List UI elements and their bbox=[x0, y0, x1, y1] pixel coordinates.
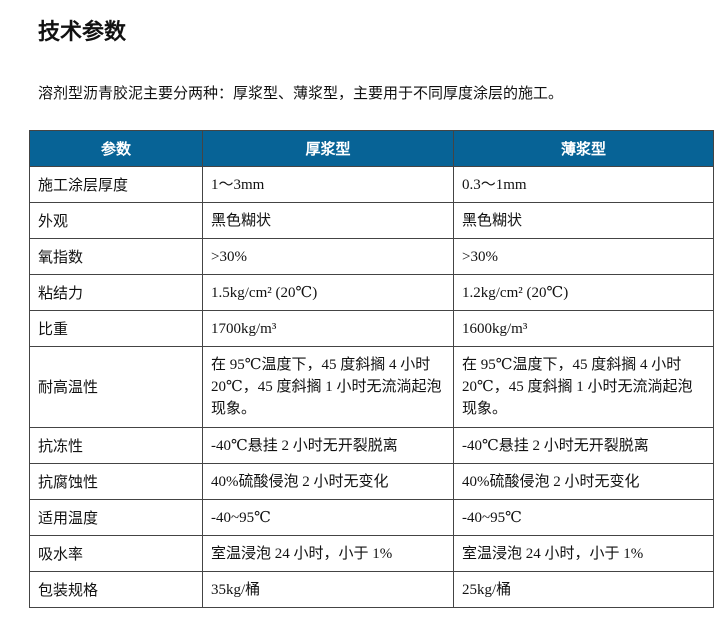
table-row: 吸水率 室温浸泡 24 小时，小于 1% 室温浸泡 24 小时，小于 1% bbox=[29, 535, 714, 572]
table-row: 氧指数 >30% >30% bbox=[29, 238, 714, 275]
table-row: 粘结力 1.5kg/cm² (20℃) 1.2kg/cm² (20℃) bbox=[29, 274, 714, 311]
table-row: 施工涂层厚度 1～3mm 0.3～1mm bbox=[29, 166, 714, 203]
thick-value-cell: 40%硫酸侵泡 2 小时无变化 bbox=[202, 463, 454, 500]
thin-value-cell: 1600kg/m³ bbox=[453, 310, 714, 347]
thin-value-cell: 室温浸泡 24 小时，小于 1% bbox=[453, 535, 714, 572]
table-row: 适用温度 -40~95℃ -40~95℃ bbox=[29, 499, 714, 536]
header-thin: 薄浆型 bbox=[453, 130, 714, 167]
table-row: 比重 1700kg/m³ 1600kg/m³ bbox=[29, 310, 714, 347]
param-name-cell: 包装规格 bbox=[29, 571, 203, 608]
thin-value-cell: -40~95℃ bbox=[453, 499, 714, 536]
table-row: 包装规格 35kg/桶 25kg/桶 bbox=[29, 571, 714, 608]
thin-value-cell: 在 95℃温度下，45 度斜搁 4 小时 20℃，45 度斜搁 1 小时无流淌起… bbox=[453, 346, 714, 428]
thick-value-cell: 黑色糊状 bbox=[202, 202, 454, 239]
param-name-cell: 氧指数 bbox=[29, 238, 203, 275]
thick-value-cell: 室温浸泡 24 小时，小于 1% bbox=[202, 535, 454, 572]
thin-value-cell: 40%硫酸侵泡 2 小时无变化 bbox=[453, 463, 714, 500]
thin-value-cell: 25kg/桶 bbox=[453, 571, 714, 608]
page-title: 技术参数 bbox=[38, 20, 127, 45]
thick-value-cell: 1700kg/m³ bbox=[202, 310, 454, 347]
thick-value-cell: 在 95℃温度下，45 度斜搁 4 小时 20℃，45 度斜搁 1 小时无流淌起… bbox=[202, 346, 454, 428]
spec-table: 参数 厚浆型 薄浆型 施工涂层厚度 1～3mm 0.3～1mm 外观 黑色糊状 黑色糊状氧… bbox=[29, 130, 714, 608]
thick-value-cell: 1～3mm bbox=[202, 166, 454, 203]
intro-text: 溶剂型沥青胶泥主要分两种：厚浆型、薄浆型，主要用于不同厚度涂层的施工。 bbox=[38, 84, 564, 102]
table-row: 耐高温性在 95℃温度下，45 度斜搁 4 小时 20℃，45 度斜搁 1 小时… bbox=[29, 346, 714, 428]
table-row: 抗冻性 -40℃悬挂 2 小时无开裂脱离 -40℃悬挂 2 小时无开裂脱离 bbox=[29, 427, 714, 464]
table-header-row: 参数 厚浆型 薄浆型 bbox=[29, 130, 714, 167]
thin-value-cell: 黑色糊状 bbox=[453, 202, 714, 239]
param-name-cell: 外观 bbox=[29, 202, 203, 239]
table-row: 外观 黑色糊状 黑色糊状 bbox=[29, 202, 714, 239]
thick-value-cell: -40~95℃ bbox=[202, 499, 454, 536]
thin-value-cell: -40℃悬挂 2 小时无开裂脱离 bbox=[453, 427, 714, 464]
header-param: 参数 bbox=[29, 130, 203, 167]
param-name-cell: 比重 bbox=[29, 310, 203, 347]
param-name-cell: 施工涂层厚度 bbox=[29, 166, 203, 203]
thin-value-cell: 1.2kg/cm² (20℃) bbox=[453, 274, 714, 311]
param-name-cell: 抗冻性 bbox=[29, 427, 203, 464]
thick-value-cell: 35kg/桶 bbox=[202, 571, 454, 608]
param-name-cell: 适用温度 bbox=[29, 499, 203, 536]
param-name-cell: 粘结力 bbox=[29, 274, 203, 311]
header-thick: 厚浆型 bbox=[202, 130, 454, 167]
table-row: 抗腐蚀性 40%硫酸侵泡 2 小时无变化 40%硫酸侵泡 2 小时无变化 bbox=[29, 463, 714, 500]
param-name-cell: 抗腐蚀性 bbox=[29, 463, 203, 500]
param-name-cell: 耐高温性 bbox=[29, 346, 203, 428]
thin-value-cell: 0.3～1mm bbox=[453, 166, 714, 203]
thick-value-cell: >30% bbox=[202, 238, 454, 275]
thick-value-cell: -40℃悬挂 2 小时无开裂脱离 bbox=[202, 427, 454, 464]
thin-value-cell: >30% bbox=[453, 238, 714, 275]
thick-value-cell: 1.5kg/cm² (20℃) bbox=[202, 274, 454, 311]
param-name-cell: 吸水率 bbox=[29, 535, 203, 572]
